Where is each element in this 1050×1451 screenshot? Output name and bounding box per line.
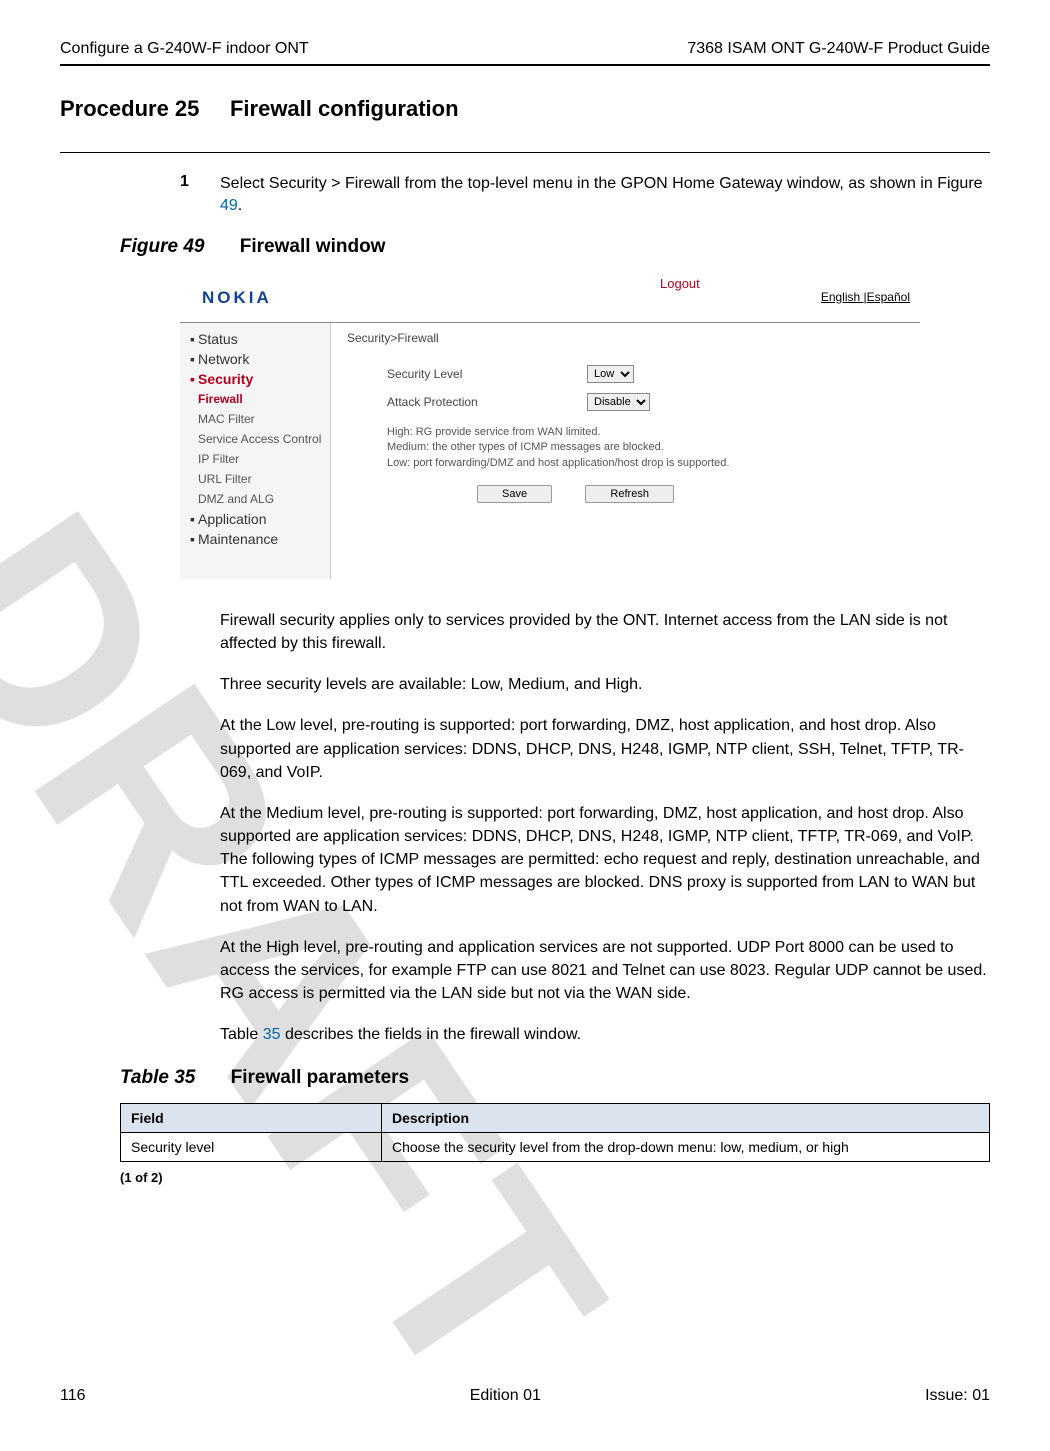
hint-line: Low: port forwarding/DMZ and host applic… (387, 456, 904, 471)
sidebar-sub-sac[interactable]: Service Access Control (180, 429, 330, 449)
firewall-params-table: Field Description Security level Choose … (120, 1103, 990, 1162)
table-header-row: Field Description (121, 1103, 990, 1132)
para-5: At the High level, pre-routing and appli… (220, 936, 990, 1006)
col-description: Description (382, 1103, 990, 1132)
sidebar-sub-firewall[interactable]: Firewall (180, 389, 330, 409)
footer-issue: Issue: 01 (925, 1387, 990, 1405)
sidebar-label: Status (198, 331, 238, 347)
table-label: Table 35 (120, 1067, 195, 1088)
page-header: Configure a G-240W-F indoor ONT 7368 ISA… (60, 40, 990, 58)
hint-text: High: RG provide service from WAN limite… (387, 425, 904, 471)
para-6b: describes the fields in the firewall win… (281, 1026, 582, 1043)
sidebar-label: Maintenance (198, 531, 278, 547)
attack-protection-label: Attack Protection (387, 395, 587, 409)
sidebar-sub-mac[interactable]: MAC Filter (180, 409, 330, 429)
hint-line: Medium: the other types of ICMP messages… (387, 440, 904, 455)
logout-link[interactable]: Logout (660, 276, 700, 291)
sidebar-item-network[interactable]: ▪Network (180, 349, 330, 369)
ss-sidebar: ▪Status ▪Network ▪Security Firewall MAC … (180, 323, 331, 579)
hint-line: High: RG provide service from WAN limite… (387, 425, 904, 440)
header-left: Configure a G-240W-F indoor ONT (60, 40, 309, 58)
figure-name: Firewall window (240, 236, 386, 257)
firewall-window-screenshot: NOKIA Logout English |Español ▪Status ▪N… (180, 270, 920, 579)
sidebar-item-application[interactable]: ▪Application (180, 509, 330, 529)
figure-label: Figure 49 (120, 236, 204, 257)
step-text-b: . (238, 197, 242, 214)
col-field: Field (121, 1103, 382, 1132)
security-level-row: Security Level Low (387, 365, 904, 383)
para-4: At the Medium level, pre-routing is supp… (220, 802, 990, 918)
procedure-rule (60, 152, 990, 153)
breadcrumb: Security>Firewall (347, 331, 904, 345)
table-caption: Table 35 Firewall parameters (120, 1067, 990, 1089)
sidebar-item-security[interactable]: ▪Security (180, 369, 330, 389)
sidebar-sub-dmz[interactable]: DMZ and ALG (180, 489, 330, 509)
ss-main: Security>Firewall Security Level Low Att… (331, 323, 920, 579)
procedure-number: Procedure 25 (60, 96, 199, 121)
figure-ref-link[interactable]: 49 (220, 197, 238, 214)
procedure-name: Firewall configuration (230, 96, 459, 121)
header-right: 7368 ISAM ONT G-240W-F Product Guide (687, 40, 990, 58)
page-footer: 116 Edition 01 Issue: 01 (60, 1387, 990, 1405)
sidebar-sub-ip[interactable]: IP Filter (180, 449, 330, 469)
table-ref-link[interactable]: 35 (263, 1026, 281, 1043)
sidebar-item-maintenance[interactable]: ▪Maintenance (180, 529, 330, 549)
sidebar-label: Network (198, 351, 249, 367)
para-1: Firewall security applies only to servic… (220, 609, 990, 655)
security-level-select[interactable]: Low (587, 365, 634, 383)
button-row: Save Refresh (477, 485, 904, 503)
attack-protection-select[interactable]: Disable (587, 393, 650, 411)
para-2: Three security levels are available: Low… (220, 673, 990, 696)
nokia-logo: NOKIA (202, 288, 272, 308)
table-row: Security level Choose the security level… (121, 1132, 990, 1161)
sidebar-item-status[interactable]: ▪Status (180, 329, 330, 349)
refresh-button[interactable]: Refresh (585, 485, 674, 503)
footer-edition: Edition 01 (470, 1387, 541, 1405)
cell-field: Security level (121, 1132, 382, 1161)
para-6: Table 35 describes the fields in the fir… (220, 1023, 990, 1046)
sidebar-sub-url[interactable]: URL Filter (180, 469, 330, 489)
attack-protection-row: Attack Protection Disable (387, 393, 904, 411)
step-1: 1 Select Security > Firewall from the to… (180, 173, 990, 218)
para-3: At the Low level, pre-routing is support… (220, 714, 990, 784)
sidebar-label: Application (198, 511, 267, 527)
footer-page-number: 116 (60, 1387, 86, 1405)
table-continuation-note: (1 of 2) (120, 1170, 990, 1185)
procedure-title: Procedure 25 Firewall configuration (60, 96, 990, 122)
ss-topbar: NOKIA Logout English |Español (180, 270, 920, 323)
step-text: Select Security > Firewall from the top-… (220, 173, 990, 218)
para-6a: Table (220, 1026, 263, 1043)
step-text-a: Select Security > Firewall from the top-… (220, 175, 983, 192)
security-level-label: Security Level (387, 367, 587, 381)
figure-caption: Figure 49 Firewall window (120, 236, 990, 258)
step-number: 1 (180, 173, 220, 218)
table-name: Firewall parameters (231, 1067, 409, 1088)
sidebar-label: Security (198, 371, 253, 387)
header-rule (60, 64, 990, 66)
cell-description: Choose the security level from the drop-… (382, 1132, 990, 1161)
save-button[interactable]: Save (477, 485, 552, 503)
language-links[interactable]: English |Español (821, 290, 910, 304)
